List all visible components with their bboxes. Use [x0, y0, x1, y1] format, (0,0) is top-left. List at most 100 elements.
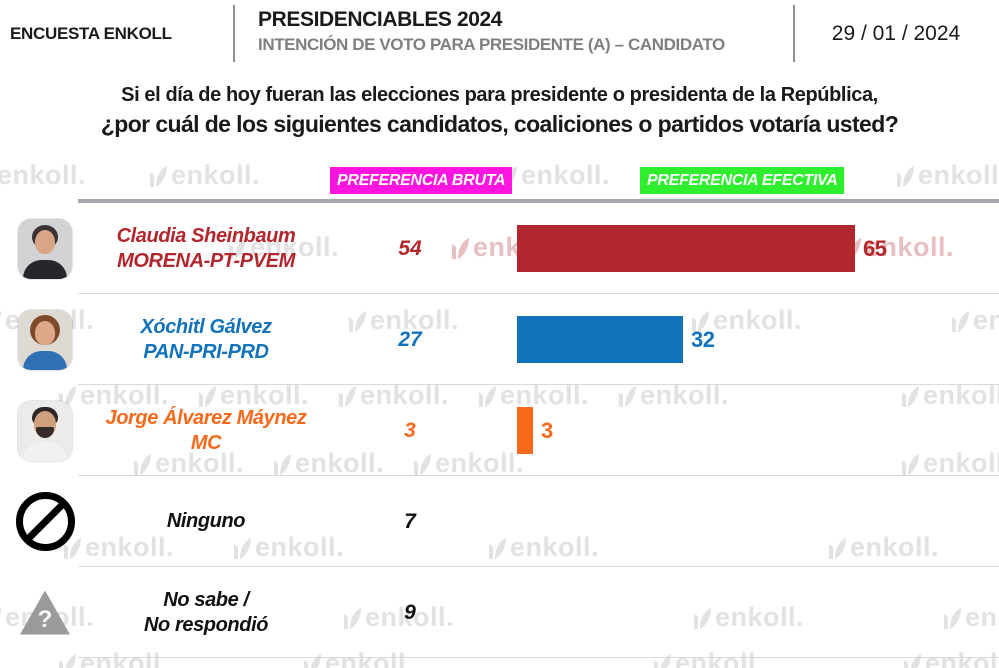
watermark: enkoll.: [55, 380, 169, 411]
enkoll-leaf-icon: [902, 453, 919, 475]
enkoll-leaf-icon: [339, 385, 356, 407]
watermark: enkoll.: [130, 448, 244, 479]
option-label: No sabe /: [163, 588, 249, 611]
column-header-preferencia-bruta: PREFERENCIA BRUTA: [330, 167, 513, 194]
enkoll-leaf-icon: [234, 537, 251, 559]
table-row: Ninguno 7: [0, 476, 999, 567]
candidate-party: PAN-PRI-PRD: [143, 340, 269, 363]
efectiva-value: 3: [541, 417, 553, 443]
watermark: enkoll.: [146, 160, 260, 191]
watermark: enkoll.: [893, 160, 999, 191]
enkoll-leaf-icon: [694, 607, 711, 629]
watermark: enkoll.: [840, 232, 954, 263]
enkoll-leaf-icon: [452, 237, 469, 259]
watermark: enkoll.: [475, 380, 589, 411]
candidate-photo-galvez: [18, 309, 72, 370]
header-divider: [233, 5, 235, 62]
watermark: enkoll.: [230, 532, 344, 563]
efectiva-value: 32: [691, 326, 715, 352]
enkoll-leaf-icon: [134, 453, 151, 475]
bruta-value: 27: [398, 327, 422, 351]
table-row: Xóchitl Gálvez PAN-PRI-PRD 27 32: [0, 294, 999, 385]
watermark: enkoll.: [225, 232, 339, 263]
question-triangle-icon: ?: [20, 590, 70, 635]
watermark: enkoll.: [948, 305, 999, 336]
survey-date: 29 / 01 / 2024: [831, 22, 961, 45]
row-separator: [78, 384, 999, 385]
enkoll-leaf-icon: [692, 310, 709, 332]
enkoll-leaf-icon: [64, 537, 81, 559]
header-divider: [793, 5, 795, 62]
candidate-name: Xóchitl Gálvez: [140, 315, 272, 338]
watermark: enkoll.: [60, 532, 174, 563]
bruta-value: 7: [404, 509, 416, 533]
watermark: enkoll.: [898, 380, 999, 411]
watermark: enkoll.: [0, 160, 87, 190]
table-row: ? No sabe / No respondió 9: [0, 567, 999, 658]
watermark: enkoll.: [410, 448, 524, 479]
watermark: enkoll.: [496, 160, 610, 191]
watermark: enkoll.: [615, 380, 729, 411]
row-separator: [78, 566, 999, 567]
watermark: enkoll.: [270, 448, 384, 479]
candidate-photo-sheinbaum: [18, 218, 72, 279]
enkoll-leaf-icon: [150, 165, 167, 187]
enkoll-leaf-icon: [897, 165, 914, 187]
watermark: enkoll.: [688, 305, 802, 336]
watermark: enkoll.: [825, 532, 939, 563]
enkoll-leaf-icon: [199, 385, 216, 407]
enkoll-leaf-icon: [952, 310, 969, 332]
watermark: enkoll.: [335, 380, 449, 411]
watermark: enkoll.: [345, 305, 459, 336]
enkoll-leaf-icon: [0, 607, 1, 615]
enkoll-leaf-icon: [902, 385, 919, 407]
watermark: enkoll.: [650, 648, 764, 668]
efectiva-bar: [517, 316, 683, 363]
table-top-rule: [78, 199, 999, 203]
candidate-party: MORENA-PT-PVEM: [117, 249, 295, 272]
watermark: enkoll.: [940, 602, 999, 633]
watermark: enkoll.: [55, 648, 169, 668]
question-line-2: ¿por cuál de los siguientes candidatos, …: [100, 111, 899, 137]
enkoll-leaf-icon: [489, 537, 506, 559]
watermark: enkoll.: [340, 602, 454, 633]
efectiva-value: 65: [863, 235, 887, 261]
enkoll-leaf-icon: [619, 385, 636, 407]
bruta-value: 9: [404, 600, 416, 624]
candidate-name: Jorge Álvarez Máynez: [105, 406, 307, 429]
efectiva-bar: [517, 407, 533, 454]
page-subtitle: INTENCIÓN DE VOTO PARA PRESIDENTE (A) – …: [258, 35, 725, 54]
prohibition-icon: [15, 492, 75, 551]
table-row: Jorge Álvarez Máynez MC 3 3: [0, 385, 999, 476]
bruta-value: 54: [398, 236, 422, 260]
bruta-value: 3: [404, 418, 416, 442]
row-separator: [78, 657, 999, 658]
enkoll-leaf-icon: [229, 237, 246, 259]
page-title: PRESIDENCIABLES 2024: [258, 8, 503, 31]
watermark: enkoll.: [690, 602, 804, 633]
enkoll-leaf-icon: [59, 653, 76, 668]
efectiva-bar: [517, 225, 855, 272]
candidate-party: MC: [190, 431, 222, 454]
option-label-2: No respondió: [143, 613, 269, 636]
enkoll-leaf-icon: [274, 453, 291, 475]
candidate-name: Claudia Sheinbaum: [116, 224, 296, 247]
watermark: enkoll.: [485, 532, 599, 563]
table-row: Claudia Sheinbaum MORENA-PT-PVEM 54 65: [0, 203, 999, 294]
enkoll-leaf-icon: [479, 385, 496, 407]
survey-brand-label: ENCUESTA ENKOLL: [10, 24, 172, 43]
watermark: enkoll.: [195, 380, 309, 411]
column-header-preferencia-efectiva: PREFERENCIA EFECTIVA: [640, 167, 845, 194]
option-label: Ninguno: [166, 510, 246, 532]
row-separator: [78, 293, 999, 294]
enkoll-leaf-icon: [0, 310, 1, 318]
candidate-photo-maynez: [18, 400, 72, 461]
watermark: enkoll.: [898, 448, 999, 479]
enkoll-leaf-icon: [414, 453, 431, 475]
enkoll-leaf-icon: [349, 310, 366, 332]
enkoll-leaf-icon: [829, 537, 846, 559]
question-line-1: Si el día de hoy fueran las elecciones p…: [121, 84, 878, 106]
enkoll-leaf-icon: [344, 607, 361, 629]
enkoll-leaf-icon: [944, 607, 961, 629]
